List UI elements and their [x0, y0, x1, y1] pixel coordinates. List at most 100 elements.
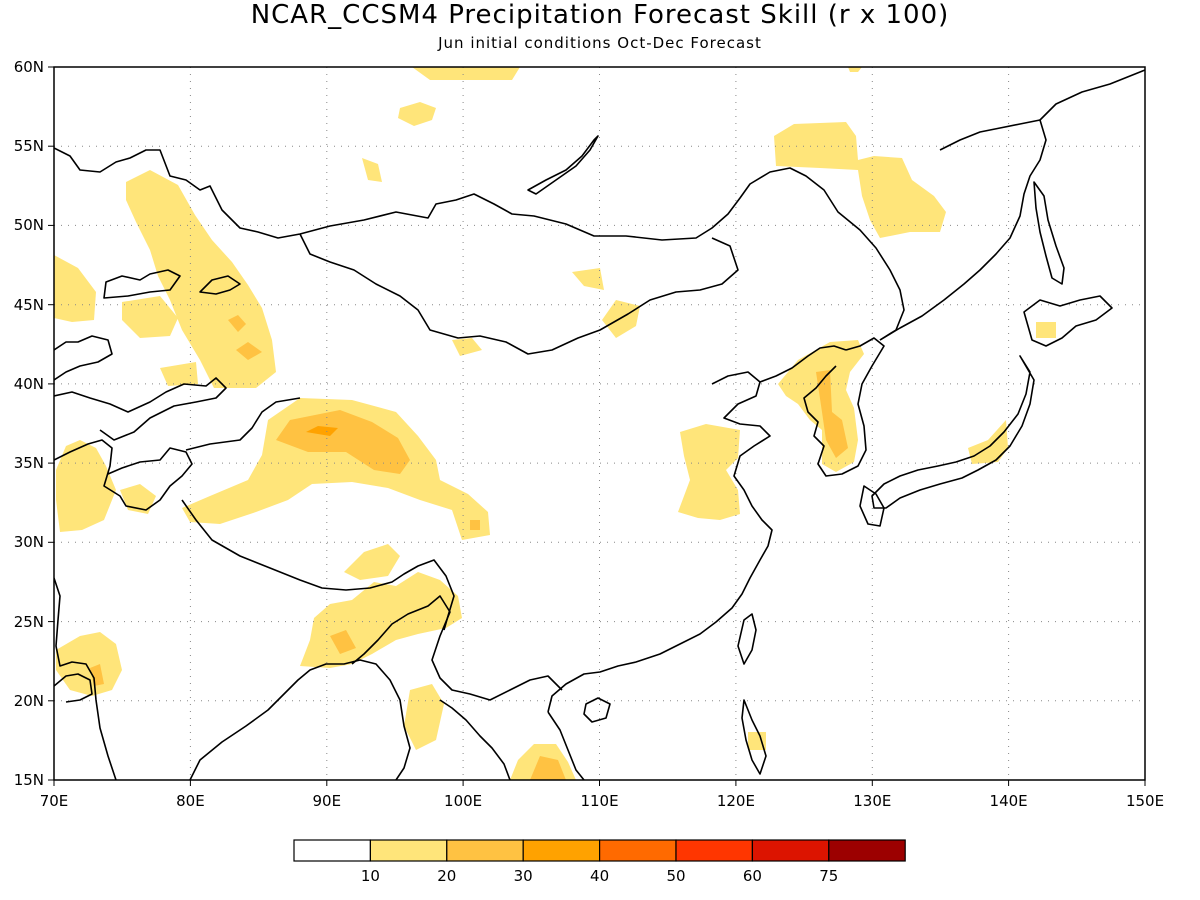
- lon-tick-label: 80E: [176, 792, 205, 810]
- map-title: NCAR_CCSM4 Precipitation Forecast Skill …: [250, 0, 950, 30]
- coast-russia-far-east: [879, 69, 1145, 341]
- coast-bohai: [759, 345, 847, 383]
- coast-hainan: [583, 697, 611, 723]
- skill-region-bengal-core: [330, 630, 356, 654]
- coast-kyushu: [859, 485, 885, 527]
- map-subtitle: Jun initial conditions Oct-Dec Forecast: [438, 34, 762, 52]
- border-afghanistan-pakistan: [54, 439, 193, 511]
- border-tibet-china: [185, 397, 301, 451]
- coast-taiwan: [737, 613, 757, 665]
- lat-tick-label: 30N: [14, 533, 44, 551]
- lon-tick-label: 150E: [1126, 792, 1164, 810]
- coast-luzon: [741, 699, 767, 775]
- skill-region-myanmar-mid: [404, 684, 444, 750]
- coast-caspian-east: [54, 335, 113, 381]
- colorbar-bin: [598, 839, 677, 862]
- skill-region-tibetan-plateau: [182, 398, 490, 540]
- lon-tick-label: 120E: [717, 792, 755, 810]
- skill-region-hokkaido: [1036, 322, 1056, 338]
- coast-okhotsk: [939, 119, 1041, 151]
- skill-region-central-asia-band: [126, 170, 276, 388]
- colorbar-label: 60: [743, 867, 762, 885]
- coast-sakhalin: [1033, 181, 1065, 285]
- lon-tick-label: 140E: [990, 792, 1028, 810]
- lat-tick-label: 55N: [14, 137, 44, 155]
- coast-hokkaido: [1023, 295, 1113, 347]
- colorbar-bin: [675, 839, 754, 862]
- lon-tick-label: 130E: [853, 792, 891, 810]
- skill-region-siberia-north: [398, 102, 436, 126]
- coast-indochina: [547, 711, 585, 780]
- skill-region-bangladesh-myanmar: [300, 572, 462, 668]
- skill-region-gansu: [452, 338, 482, 356]
- skill-region-east-china: [678, 424, 740, 520]
- tick-marks: [48, 66, 1146, 786]
- coast-lake-baikal: [527, 135, 599, 195]
- skill-region-korea: [778, 340, 864, 472]
- skill-region-indochina-core: [530, 756, 566, 780]
- skill-region-top-edge: [412, 67, 520, 80]
- colorbar-label: 30: [514, 867, 533, 885]
- colorbar-label: 50: [666, 867, 685, 885]
- colorbar-bin: [293, 839, 372, 862]
- coast-gujarat: [54, 673, 93, 703]
- coast-india-west: [54, 577, 117, 780]
- colorbar-bin: [522, 839, 601, 862]
- skill-region-india-northwest: [56, 440, 116, 532]
- border-russia-south: [54, 147, 905, 341]
- skill-region-punjab: [120, 484, 156, 514]
- colorbar-label: 40: [590, 867, 609, 885]
- skill-region-sichuan-spot: [470, 520, 480, 530]
- skill-region-philippines: [748, 732, 766, 750]
- lon-tick-labels: 70E 80E 90E 100E 110E 120E 130E 140E 150…: [40, 792, 1164, 810]
- lon-tick-label: 100E: [444, 792, 482, 810]
- coast-honshu: [871, 355, 1035, 509]
- skill-region-caspian-south: [160, 362, 198, 386]
- skill-region-west-kazakhstan: [54, 255, 96, 322]
- skill-region-balkhash-south: [236, 342, 262, 360]
- skill-region-tibet-mid: [276, 410, 410, 474]
- skill-region-inner-mongolia: [602, 300, 640, 338]
- lat-tick-labels: 60N 55N 50N 45N 40N 35N 30N 25N 20N 15N: [14, 58, 44, 789]
- colorbar-bin: [751, 839, 830, 862]
- lat-tick-label: 40N: [14, 375, 44, 393]
- colorbar-bin: [446, 839, 524, 862]
- skill-region-japan: [968, 420, 1008, 464]
- border-central-asia: [54, 377, 227, 441]
- skill-region-lake-balkhash: [228, 315, 246, 332]
- lon-tick-label: 90E: [313, 792, 342, 810]
- lat-tick-label: 15N: [14, 771, 44, 789]
- skill-region-manchuria-top: [848, 67, 862, 72]
- skill-region-northeast-mongolia: [774, 122, 946, 238]
- border-mongolia: [299, 233, 739, 355]
- skill-region-mongolia-west: [572, 268, 604, 290]
- coast-china-east: [547, 371, 773, 713]
- skill-region-aral: [122, 296, 178, 338]
- skill-shading: [54, 67, 1056, 780]
- coast-aral: [103, 269, 181, 299]
- colorbar: 10 20 30 40 50 60 75: [293, 839, 906, 885]
- skill-region-korea-core: [816, 370, 848, 458]
- lat-tick-label: 25N: [14, 613, 44, 631]
- coast-bengal: [189, 659, 411, 780]
- plot-frame: [53, 66, 1146, 781]
- colorbar-bin: [828, 839, 906, 862]
- colorbar-label: 75: [819, 867, 838, 885]
- skill-region-myanmar-north: [344, 544, 400, 580]
- lat-tick-label: 45N: [14, 296, 44, 314]
- lat-tick-label: 60N: [14, 58, 44, 76]
- lat-tick-label: 50N: [14, 216, 44, 234]
- coast-gulf-thailand: [439, 699, 511, 780]
- colorbar-bin: [369, 839, 448, 862]
- colorbar-label: 20: [437, 867, 456, 885]
- lat-tick-label: 20N: [14, 692, 44, 710]
- skill-region-gujarat: [56, 632, 122, 696]
- colorbar-label: 10: [361, 867, 380, 885]
- coastlines-and-borders: [54, 69, 1145, 780]
- coast-lake-balkhash: [199, 275, 241, 295]
- border-myanmar: [351, 595, 563, 701]
- lon-tick-label: 110E: [580, 792, 618, 810]
- skill-region-tibet-core: [306, 426, 338, 436]
- border-himalaya: [181, 499, 455, 631]
